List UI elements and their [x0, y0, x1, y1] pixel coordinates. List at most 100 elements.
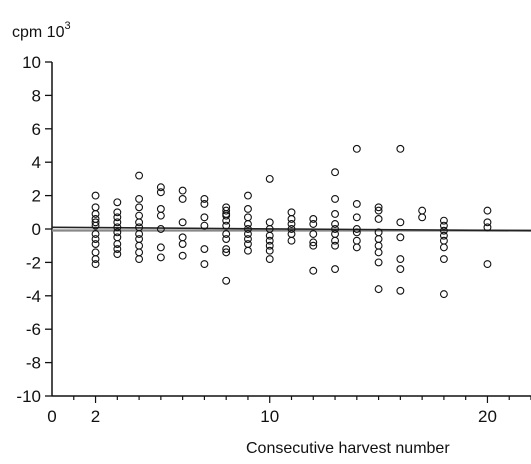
data-point	[200, 245, 209, 253]
data-point	[331, 265, 339, 274]
data-point	[331, 230, 339, 238]
data-point	[156, 243, 165, 252]
data-point	[265, 174, 274, 183]
data-point	[396, 144, 405, 153]
data-point	[91, 203, 100, 212]
data-point	[265, 255, 274, 264]
data-point	[265, 241, 274, 250]
data-point	[352, 228, 361, 237]
data-point	[200, 200, 209, 208]
data-point	[91, 248, 100, 257]
data-point	[331, 220, 339, 228]
data-point	[244, 246, 252, 255]
data-point	[483, 206, 492, 215]
data-point	[156, 188, 165, 197]
x-tick-label: 20	[478, 407, 497, 426]
data-point	[374, 258, 383, 267]
data-point	[113, 245, 122, 253]
data-point	[439, 221, 448, 230]
data-point	[331, 225, 339, 233]
y-tick-label: 8	[32, 86, 41, 105]
data-point	[483, 223, 492, 232]
data-point	[135, 248, 144, 257]
data-point	[178, 194, 187, 203]
data-point	[178, 233, 187, 242]
data-point	[91, 240, 100, 248]
data-point	[222, 206, 231, 215]
data-point	[222, 248, 231, 257]
data-point	[483, 218, 492, 227]
y-tick-label: 6	[32, 120, 41, 139]
data-point	[222, 235, 231, 243]
data-point	[113, 223, 122, 232]
data-point	[396, 265, 405, 274]
data-point	[374, 241, 383, 250]
y-tick-label: 2	[32, 187, 41, 206]
data-point	[287, 220, 296, 228]
data-point	[287, 236, 296, 245]
data-point	[287, 215, 296, 223]
data-point	[178, 240, 187, 248]
data-point	[244, 213, 252, 222]
data-point	[352, 243, 361, 252]
data-point	[287, 225, 296, 233]
data-point	[439, 231, 448, 240]
data-point	[91, 260, 100, 269]
data-point	[91, 255, 100, 264]
data-point	[309, 266, 318, 275]
data-point	[135, 194, 144, 203]
data-point	[265, 246, 274, 255]
data-point	[135, 203, 144, 212]
data-point	[156, 205, 165, 213]
data-point	[244, 230, 252, 238]
data-point	[265, 236, 274, 245]
data-point	[331, 210, 339, 218]
data-point	[396, 233, 405, 242]
data-point	[309, 241, 318, 250]
data-point	[439, 243, 448, 252]
data-point	[331, 236, 339, 245]
data-point	[178, 218, 187, 227]
data-point	[352, 225, 361, 233]
data-point	[244, 225, 252, 233]
x-axis-title: Consecutive harvest number	[246, 440, 450, 457]
data-point	[265, 218, 274, 227]
data-point	[222, 221, 231, 230]
data-point	[113, 208, 122, 217]
data-point	[374, 285, 383, 294]
data-point	[331, 194, 339, 203]
data-point	[113, 228, 122, 237]
data-point	[113, 233, 122, 242]
data-point	[91, 230, 100, 238]
data-point	[374, 203, 383, 212]
data-point	[352, 200, 361, 208]
y-tick-label: -2	[26, 253, 41, 272]
data-point	[156, 225, 165, 233]
data-point	[396, 218, 405, 227]
data-point	[156, 211, 165, 220]
data-point	[178, 251, 187, 260]
trend-line	[51, 226, 531, 232]
data-point	[374, 206, 383, 215]
y-tick-label: 0	[32, 220, 41, 239]
data-point	[352, 144, 361, 153]
data-point	[135, 235, 144, 243]
data-point	[200, 260, 209, 269]
data-point	[309, 215, 318, 223]
data-point	[287, 230, 296, 238]
y-tick-label: -10	[16, 387, 41, 406]
data-point	[374, 215, 383, 223]
data-point	[135, 241, 144, 250]
y-tick-label: 4	[32, 153, 41, 172]
data-point	[309, 220, 318, 228]
data-point	[244, 220, 252, 228]
y-axis-title-exponent: 3	[64, 20, 70, 32]
y-tick-label: -8	[26, 354, 41, 373]
data-point	[91, 191, 100, 200]
data-point	[439, 290, 448, 299]
data-point	[244, 235, 252, 243]
data-point	[352, 213, 361, 222]
data-point	[91, 210, 100, 218]
y-tick-label: 10	[22, 53, 41, 72]
